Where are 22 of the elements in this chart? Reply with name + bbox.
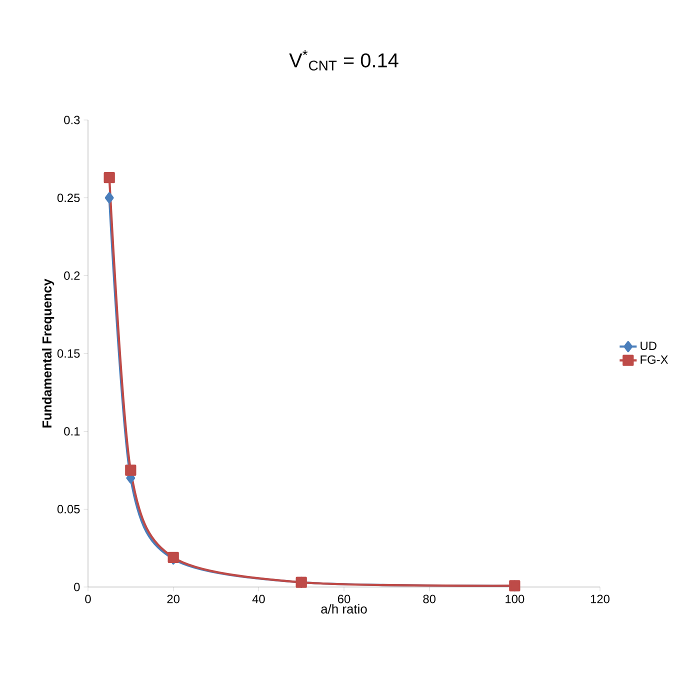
- x-tick-label: 80: [423, 594, 436, 604]
- legend-label: FG-X: [640, 355, 668, 364]
- x-tick-label: 60: [338, 594, 350, 604]
- legend-label: UD: [640, 342, 656, 350]
- x-axis-title: a/h ratio: [321, 604, 367, 614]
- x-tick-label: 0: [85, 594, 91, 604]
- y-tick-label: 0.15: [57, 349, 80, 358]
- y-tick-label: 0.2: [64, 271, 80, 280]
- chart-title: V$^{*}$$_{CNT}$ = 0.14: [289, 50, 398, 70]
- y-tick-label: 0: [74, 582, 80, 592]
- x-tick-label: 100: [506, 594, 524, 604]
- y-tick-label: 0.25: [57, 194, 80, 202]
- x-tick-label: 20: [167, 594, 180, 604]
- y-tick-label: 0.05: [57, 504, 80, 514]
- y-tick-label: 0.3: [64, 116, 80, 124]
- x-tick-label: 40: [252, 594, 265, 604]
- point: [125, 464, 136, 476]
- y-axis-title: Fundamental Frequency: [42, 278, 54, 428]
- x-tick-label: 120: [590, 594, 610, 604]
- y-tick-label: 0.1: [64, 427, 80, 436]
- point: [104, 172, 115, 184]
- point: [104, 192, 114, 204]
